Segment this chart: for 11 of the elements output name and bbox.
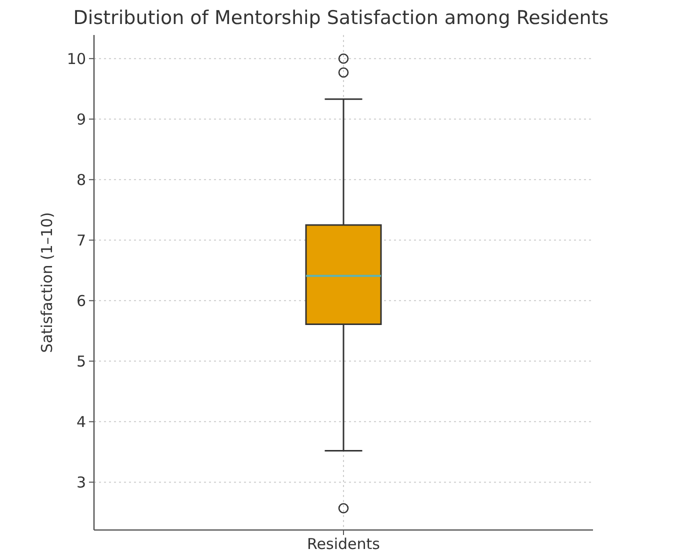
y-axis-title: Satisfaction (1–10): [38, 212, 56, 353]
y-tick-label: 4: [76, 412, 86, 431]
y-tick-label: 7: [76, 231, 86, 250]
x-tick-label: Residents: [307, 535, 380, 553]
y-tick-label: 10: [66, 50, 86, 68]
chart-title: Distribution of Mentorship Satisfaction among Residents: [73, 7, 609, 29]
y-tick-label: 5: [76, 352, 86, 370]
y-tick-label: 6: [76, 292, 86, 310]
y-tick-label: 3: [76, 473, 86, 492]
y-tick-label: 9: [76, 110, 86, 128]
y-tick-label: 8: [76, 170, 86, 189]
